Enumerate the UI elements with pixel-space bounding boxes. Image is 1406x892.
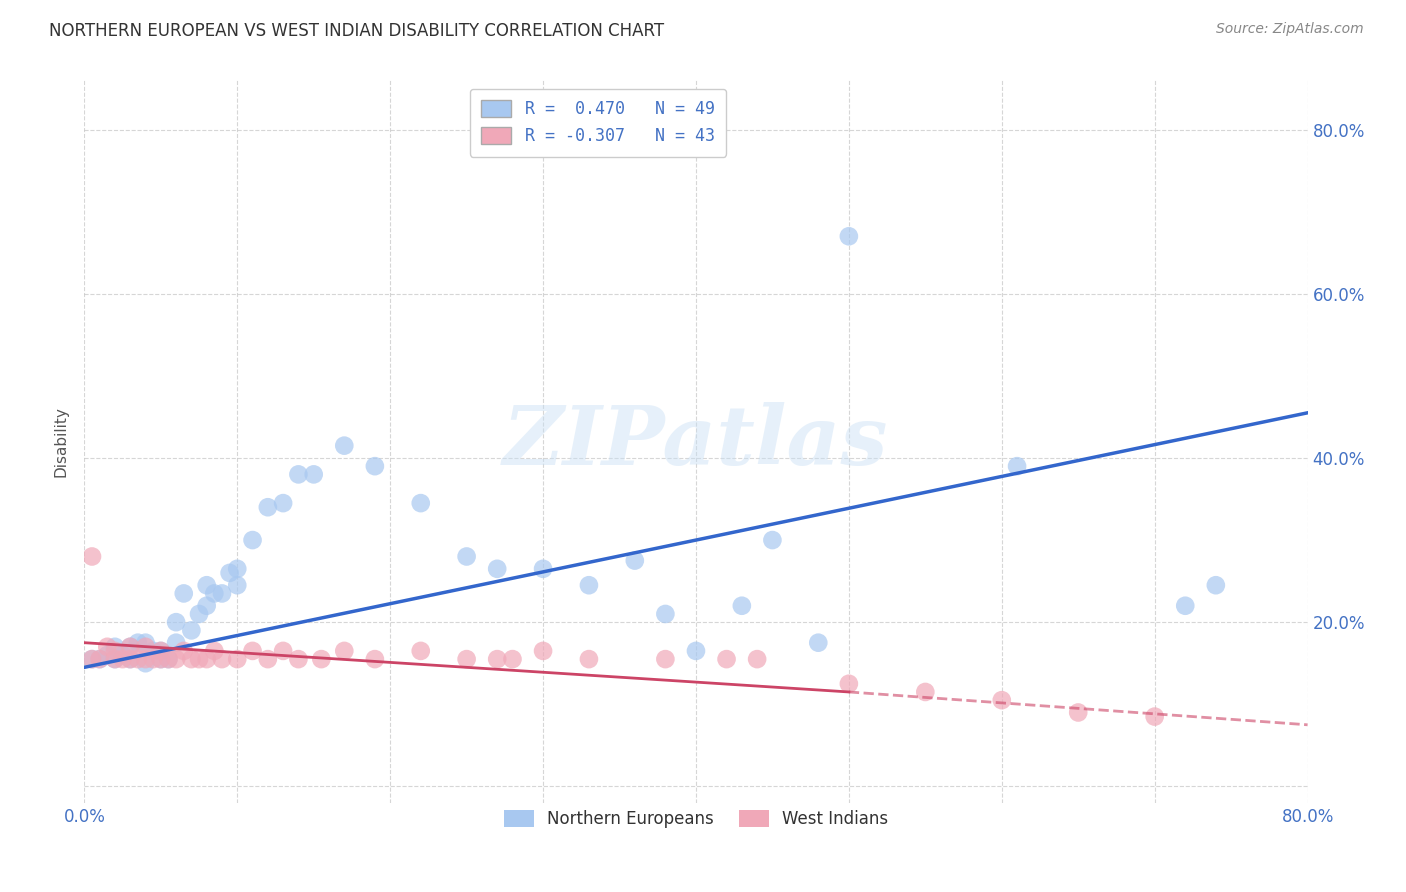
Point [165,652,187,666]
Point [173,586,195,600]
Point [578,652,600,666]
Point [302,467,325,482]
Point [1067,706,1090,720]
Point [914,685,936,699]
Point [287,652,309,666]
Point [188,652,211,666]
Point [120,640,142,654]
Point [486,562,509,576]
Point [149,652,172,666]
Point [202,586,225,600]
Text: Source: ZipAtlas.com: Source: ZipAtlas.com [1216,22,1364,37]
Point [456,652,478,666]
Point [80,652,103,666]
Point [531,644,554,658]
Point [120,640,142,654]
Point [731,599,754,613]
Point [287,467,309,482]
Point [173,644,195,658]
Point [624,553,647,567]
Point [80,652,103,666]
Point [838,229,860,244]
Point [747,652,769,666]
Point [226,578,249,592]
Point [165,615,187,630]
Point [165,636,187,650]
Text: ZIPatlas: ZIPatlas [503,401,889,482]
Point [685,644,707,658]
Point [654,652,676,666]
Y-axis label: Disability: Disability [53,406,69,477]
Point [364,459,387,474]
Point [271,644,294,658]
Point [716,652,738,666]
Point [807,636,830,650]
Point [127,652,149,666]
Point [218,566,240,580]
Point [96,648,118,662]
Point [202,644,225,658]
Point [142,644,165,658]
Point [226,562,249,576]
Point [157,652,180,666]
Point [135,657,157,671]
Point [111,648,134,662]
Point [149,652,172,666]
Point [195,578,218,592]
Point [149,644,172,658]
Point [271,496,294,510]
Point [578,578,600,592]
Point [1005,459,1028,474]
Legend: Northern Europeans, West Indians: Northern Europeans, West Indians [494,799,898,838]
Point [257,500,280,515]
Point [364,652,387,666]
Point [135,640,157,654]
Point [142,652,165,666]
Point [761,533,783,547]
Point [242,533,264,547]
Point [1174,599,1197,613]
Point [409,496,432,510]
Point [333,439,356,453]
Point [96,640,118,654]
Point [257,652,280,666]
Point [211,586,233,600]
Point [111,652,134,666]
Point [80,549,103,564]
Point [1205,578,1227,592]
Point [180,624,202,638]
Point [654,607,676,621]
Point [409,644,432,658]
Point [104,644,127,658]
Point [531,562,554,576]
Point [456,549,478,564]
Point [135,636,157,650]
Point [157,652,180,666]
Point [226,652,249,666]
Point [838,677,860,691]
Point [486,652,509,666]
Text: NORTHERN EUROPEAN VS WEST INDIAN DISABILITY CORRELATION CHART: NORTHERN EUROPEAN VS WEST INDIAN DISABIL… [49,22,665,40]
Point [211,652,233,666]
Point [135,652,157,666]
Point [127,636,149,650]
Point [120,652,142,666]
Point [180,652,202,666]
Point [120,652,142,666]
Point [89,652,111,666]
Point [242,644,264,658]
Point [502,652,524,666]
Point [311,652,333,666]
Point [991,693,1014,707]
Point [104,652,127,666]
Point [89,652,111,666]
Point [1143,709,1166,723]
Point [333,644,356,658]
Point [104,640,127,654]
Point [188,607,211,621]
Point [195,652,218,666]
Point [195,599,218,613]
Point [149,644,172,658]
Point [104,652,127,666]
